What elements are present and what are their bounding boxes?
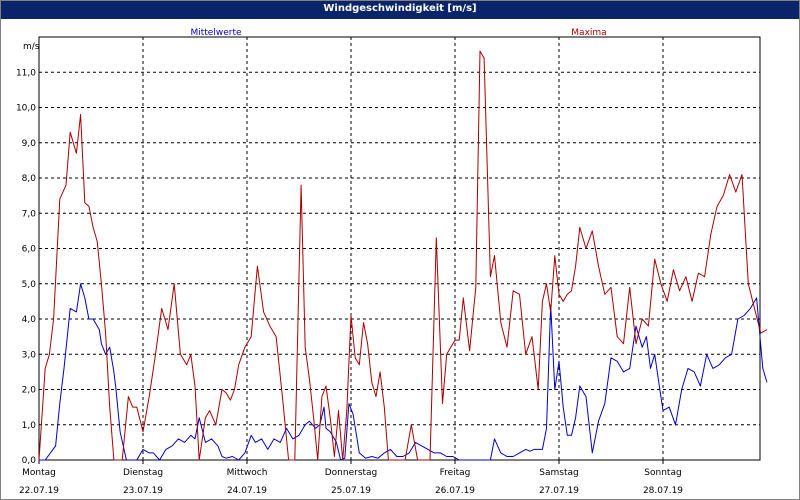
x-tick-day: Freitag <box>440 468 471 478</box>
y-tick-label: 6,0 <box>22 245 37 255</box>
legend-mittelwerte: Mittelwerte <box>190 28 241 38</box>
x-tick-date: 24.07.19 <box>227 486 267 496</box>
x-tick-date: 28.07.19 <box>643 486 683 496</box>
y-axis-label: m/s <box>23 42 40 52</box>
series-line-mittelwerte <box>39 283 768 461</box>
legend-maxima: Maxima <box>571 28 606 38</box>
y-tick-label: 2,0 <box>22 386 37 396</box>
wind-speed-chart: 0,0 1,0 2,0 3,0 4,0 5,0 6,0 7,0 8,0 9,0 10,0 11,0 M… <box>16 28 768 496</box>
x-tick-day: Mittwoch <box>227 468 268 478</box>
x-tick-day: Sonntag <box>644 468 681 478</box>
x-tick-date: 26.07.19 <box>435 486 475 496</box>
chart-title: Windgeschwindigkeit [m/s] <box>323 3 477 14</box>
x-tick-labels: Montag 22.07.19 Dienstag 23.07.19 Mittwoch 24… <box>19 468 683 496</box>
title-bar: Windgeschwindigkeit [m/s] <box>1 1 799 19</box>
x-tick-day: Dienstag <box>123 468 163 478</box>
x-tick-date: 25.07.19 <box>331 486 371 496</box>
y-tick-labels: 0,0 1,0 2,0 3,0 4,0 5,0 6,0 7,0 8,0 9,0 10,0 11,0 <box>16 68 36 466</box>
x-tick-date: 27.07.19 <box>539 486 579 496</box>
x-tick-day: Montag <box>22 468 56 478</box>
series-line-maxima <box>38 50 768 461</box>
y-tick-label: 3,0 <box>22 350 37 360</box>
y-tick-label: 1,0 <box>22 421 37 431</box>
y-tick-label: 8,0 <box>22 174 37 184</box>
x-tick-date: 22.07.19 <box>19 486 59 496</box>
y-tick-label: 10,0 <box>16 104 36 114</box>
y-tick-label: 5,0 <box>22 280 37 290</box>
grid-lines <box>38 37 760 464</box>
x-tick-date: 23.07.19 <box>123 486 163 496</box>
y-tick-label: 11,0 <box>16 68 36 78</box>
series-lines <box>38 50 768 461</box>
x-tick-day: Donnerstag <box>325 468 378 478</box>
x-tick-day: Samstag <box>539 468 578 478</box>
y-tick-label: 7,0 <box>22 209 37 219</box>
y-tick-label: 0,0 <box>22 456 37 466</box>
y-tick-label: 4,0 <box>22 315 37 325</box>
y-tick-label: 9,0 <box>22 139 37 149</box>
